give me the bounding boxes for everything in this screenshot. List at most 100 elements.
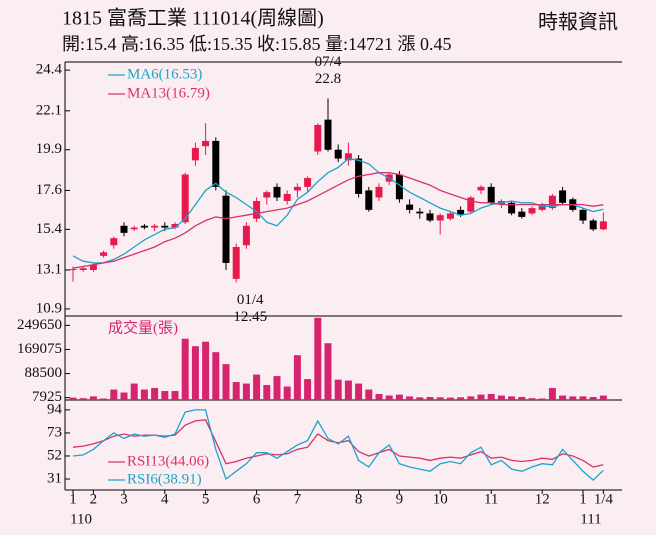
candle-body bbox=[528, 208, 536, 214]
bar bbox=[314, 317, 322, 400]
year-label: 110 bbox=[70, 511, 92, 527]
y-tick-label: 73 bbox=[47, 424, 62, 440]
annotation-value: 12.45 bbox=[233, 309, 267, 325]
y-tick-label: 88500 bbox=[25, 365, 63, 381]
bar bbox=[293, 355, 301, 400]
bar bbox=[212, 352, 220, 400]
bar bbox=[385, 395, 393, 400]
x-tick-label: 9 bbox=[396, 491, 404, 507]
bar bbox=[548, 388, 556, 400]
bar bbox=[161, 391, 169, 400]
candle-body bbox=[416, 211, 424, 214]
candle-body bbox=[406, 204, 414, 210]
candle-body bbox=[538, 204, 546, 210]
x-tick-label: 1 bbox=[579, 491, 587, 507]
candle-body bbox=[304, 178, 312, 187]
bar bbox=[599, 395, 607, 400]
candle-body bbox=[579, 209, 587, 221]
bar bbox=[253, 374, 261, 400]
candle-body bbox=[79, 268, 87, 271]
bar bbox=[518, 397, 526, 400]
bar bbox=[120, 392, 128, 400]
x-tick-label: 1/4 bbox=[594, 491, 614, 507]
y-tick-label: 31 bbox=[47, 470, 62, 486]
candle-body bbox=[334, 149, 342, 159]
bar bbox=[110, 389, 118, 400]
line bbox=[72, 172, 604, 269]
candle-body bbox=[293, 186, 301, 191]
bar bbox=[140, 389, 148, 400]
candle-body bbox=[589, 220, 597, 230]
y-tick-label: 52 bbox=[47, 447, 62, 463]
bar bbox=[181, 338, 189, 400]
candle-body bbox=[599, 221, 607, 230]
x-tick-label: 1 bbox=[69, 491, 77, 507]
bar bbox=[151, 388, 159, 400]
legend-label: MA6(16.53) bbox=[127, 66, 202, 82]
bar bbox=[365, 389, 373, 400]
bar bbox=[100, 398, 108, 400]
bar bbox=[559, 395, 567, 400]
candle-body bbox=[69, 269, 77, 271]
x-tick-label: 8 bbox=[355, 491, 363, 507]
bar bbox=[334, 379, 342, 400]
legend-label: RSI6(38.91) bbox=[127, 471, 202, 487]
candle-body bbox=[457, 209, 465, 216]
bar bbox=[171, 391, 179, 400]
candle-body bbox=[242, 225, 250, 246]
x-tick-label: 4 bbox=[161, 491, 169, 507]
bar bbox=[202, 341, 210, 400]
candle-body bbox=[232, 247, 240, 279]
annotation-value: 22.8 bbox=[315, 71, 341, 87]
candle-body bbox=[151, 225, 159, 228]
candle-body bbox=[477, 186, 485, 191]
candle-body bbox=[283, 193, 291, 202]
bar bbox=[426, 397, 434, 400]
bar bbox=[477, 394, 485, 400]
x-tick-label: 11 bbox=[484, 491, 498, 507]
bar bbox=[79, 398, 87, 400]
quote: 開:15.4 高:16.35 低:15.35 收:15.85 量:14721 漲… bbox=[62, 34, 452, 54]
candle-body bbox=[467, 197, 475, 212]
y-tick-label: 94 bbox=[47, 401, 63, 417]
bar bbox=[406, 396, 414, 400]
bar bbox=[263, 385, 271, 400]
y-tick-label: 22.1 bbox=[36, 102, 62, 118]
candle-body bbox=[212, 140, 220, 187]
candle-body bbox=[181, 174, 189, 223]
y-tick-label: 15.4 bbox=[36, 221, 63, 237]
bar bbox=[467, 396, 475, 400]
x-tick-label: 3 bbox=[120, 491, 128, 507]
candle-body bbox=[130, 227, 138, 230]
legend-label: RSI13(44.06) bbox=[127, 453, 209, 469]
bar bbox=[242, 383, 250, 400]
candle-body bbox=[100, 252, 108, 256]
candle-body bbox=[508, 202, 516, 214]
candle-body bbox=[344, 153, 352, 161]
legend-label: MA13(16.79) bbox=[127, 85, 210, 101]
candle-body bbox=[518, 211, 526, 217]
bar bbox=[457, 397, 465, 400]
x-tick-label: 5 bbox=[202, 491, 210, 507]
bar bbox=[579, 396, 587, 400]
candle-body bbox=[395, 174, 403, 200]
bar bbox=[375, 394, 383, 400]
line bbox=[72, 419, 604, 468]
year-label: 111 bbox=[580, 511, 601, 527]
candle-body bbox=[140, 225, 148, 228]
y-tick-label: 169075 bbox=[17, 341, 62, 357]
y-tick-label: 24.4 bbox=[36, 62, 63, 78]
candle-body bbox=[375, 186, 383, 198]
bar bbox=[222, 364, 230, 400]
bar bbox=[528, 398, 536, 400]
bar bbox=[538, 398, 546, 400]
annotation-date: 07/4 bbox=[315, 54, 342, 70]
bar bbox=[395, 394, 403, 400]
bar bbox=[69, 397, 77, 400]
line bbox=[72, 409, 604, 481]
y-tick-label: 19.9 bbox=[36, 141, 62, 157]
candle-body bbox=[365, 190, 373, 210]
bar bbox=[446, 397, 454, 400]
y-tick-label: 249650 bbox=[17, 317, 62, 333]
